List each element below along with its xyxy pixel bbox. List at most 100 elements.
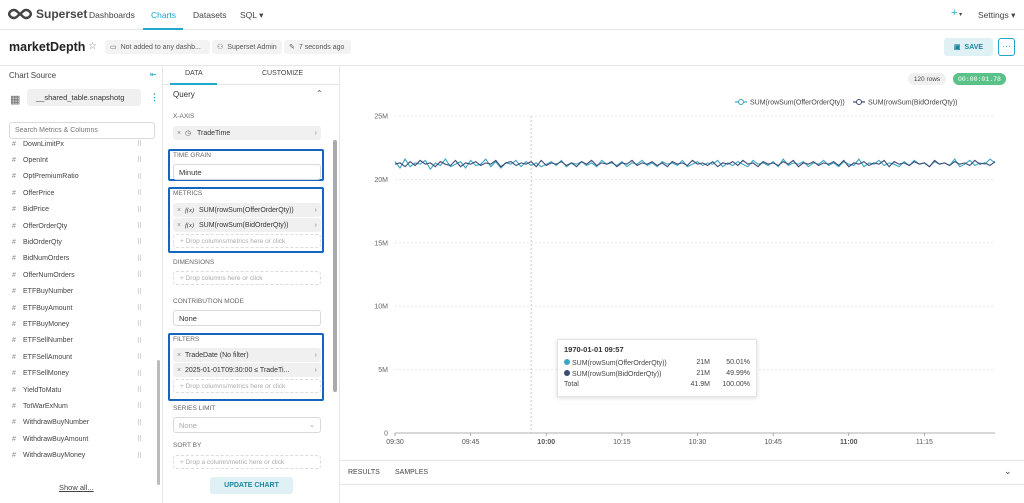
- left-scrollbar[interactable]: [157, 360, 160, 485]
- query-section-title[interactable]: Query: [173, 90, 195, 99]
- remove-icon[interactable]: ×: [176, 206, 182, 214]
- drag-handle-icon[interactable]: ⠿: [136, 190, 142, 198]
- more-options-button[interactable]: ···: [998, 38, 1015, 56]
- collapse-chevron-icon[interactable]: ⌃: [316, 89, 323, 98]
- plus-icon: +: [180, 237, 186, 245]
- drag-handle-icon[interactable]: ⠿: [136, 239, 142, 247]
- star-icon[interactable]: ☆: [88, 41, 97, 52]
- remove-icon[interactable]: ×: [176, 129, 182, 137]
- dataset-selector[interactable]: __shared_table.snapshotg: [27, 89, 141, 106]
- column-item[interactable]: # OpenInt ⠿: [9, 153, 144, 167]
- remove-icon[interactable]: ×: [176, 351, 182, 359]
- column-name: OpenInt: [23, 156, 48, 164]
- column-name: ETFSellAmount: [23, 353, 73, 361]
- user-icon: ⚇: [217, 44, 224, 51]
- superset-logo-icon: [8, 8, 32, 20]
- chevron-right-icon: ›: [314, 221, 317, 229]
- drag-handle-icon[interactable]: ⠿: [136, 305, 142, 312]
- column-item[interactable]: # TotWarExNum ⠿: [9, 399, 144, 413]
- sortby-dropzone[interactable]: + Drop a column/metric here or click: [173, 455, 321, 469]
- nav-sql[interactable]: SQL ▾: [240, 10, 264, 20]
- dashboards-pill[interactable]: ▭ Not added to any dashb...: [105, 40, 210, 54]
- column-item[interactable]: # ETFSellNumber ⠿: [9, 334, 144, 348]
- drag-handle-icon[interactable]: ⠿: [136, 387, 142, 394]
- tab-data[interactable]: DATA: [185, 70, 203, 77]
- column-item[interactable]: # WithdrawBuyAmount ⠿: [9, 432, 144, 446]
- drag-handle-icon[interactable]: ⠿: [136, 321, 142, 329]
- tooltip-title: 1970-01-01 09:57: [564, 345, 624, 354]
- drag-handle-icon[interactable]: ⠿: [136, 403, 142, 411]
- numeric-type-icon: #: [12, 288, 16, 296]
- filter-tradedate[interactable]: × TradeDate (No filter) ›: [173, 348, 321, 362]
- drag-handle-icon[interactable]: ⠿: [136, 157, 142, 165]
- drag-handle-icon[interactable]: ⠿: [136, 436, 142, 444]
- column-item[interactable]: # ETFBuyMoney ⠿: [9, 317, 144, 331]
- column-item[interactable]: # ETFBuyAmount ⠿: [9, 301, 144, 315]
- tab-results[interactable]: RESULTS: [348, 469, 380, 476]
- drag-handle-icon[interactable]: ⠿: [136, 255, 142, 263]
- drag-handle-icon[interactable]: ⠿: [136, 419, 142, 427]
- remove-icon[interactable]: ×: [176, 366, 182, 374]
- filter-tradetime[interactable]: × 2025-01-01T09:30:00 ≤ TradeTi... ›: [173, 363, 321, 377]
- collapse-panel-icon[interactable]: ⇤: [150, 70, 157, 79]
- column-item[interactable]: # YieldToMatu ⠿: [9, 383, 144, 397]
- column-item[interactable]: # OptPremiumRatio ⠿: [9, 170, 144, 184]
- xaxis-field[interactable]: × ◷ TradeTime ›: [173, 126, 321, 140]
- timegrain-select[interactable]: Minute: [173, 164, 321, 180]
- metrics-dropzone[interactable]: + Drop columns/metrics here or click: [173, 234, 321, 248]
- drag-handle-icon[interactable]: ⠿: [136, 206, 142, 214]
- filter-tradedate-label: TradeDate (No filter): [185, 351, 249, 359]
- column-item[interactable]: # WithdrawBuyNumber ⠿: [9, 416, 144, 430]
- column-item[interactable]: # ETFBuyNumber ⠿: [9, 285, 144, 299]
- drag-handle-icon[interactable]: ⠿: [136, 354, 142, 362]
- numeric-type-icon: #: [12, 419, 16, 427]
- chart-title[interactable]: marketDepth: [9, 40, 86, 54]
- column-item[interactable]: # WithdrawBuyMoney ⠿: [9, 449, 144, 463]
- column-item[interactable]: # ETFSellMoney ⠿: [9, 367, 144, 381]
- drag-handle-icon[interactable]: ⠿: [136, 337, 142, 345]
- column-item[interactable]: # BidOrderQty ⠿: [9, 235, 144, 249]
- superset-logo[interactable]: Superset: [8, 7, 87, 21]
- filters-dropzone[interactable]: + Drop columns/metrics here or click: [173, 379, 321, 393]
- settings-menu[interactable]: Settings ▾: [978, 10, 1016, 20]
- column-item[interactable]: # BidNumOrders ⠿: [9, 252, 144, 266]
- metrics-label: METRICS: [173, 190, 203, 197]
- column-item[interactable]: # OfferOrderQty ⠿: [9, 219, 144, 233]
- column-item[interactable]: # DownLimitPx ⠿: [9, 137, 144, 151]
- save-button[interactable]: ▣ SAVE: [944, 38, 993, 56]
- column-name: OfferNumOrders: [23, 271, 75, 279]
- column-name: OptPremiumRatio: [23, 173, 79, 181]
- column-name: WithdrawBuyNumber: [23, 419, 90, 427]
- top-navbar: Superset Dashboards Charts Datasets SQL …: [0, 0, 1024, 30]
- drag-handle-icon[interactable]: ⠿: [136, 272, 142, 280]
- tab-samples[interactable]: SAMPLES: [395, 469, 429, 476]
- nav-dashboards[interactable]: Dashboards: [89, 10, 135, 20]
- show-all-link[interactable]: Show all...: [59, 483, 94, 492]
- dataset-menu-icon[interactable]: ⋮: [150, 92, 159, 102]
- drag-handle-icon[interactable]: ⠿: [136, 452, 142, 460]
- drag-handle-icon[interactable]: ⠿: [136, 370, 142, 378]
- metric-bid[interactable]: × f(x) SUM(rowSum(BidOrderQty)) ›: [173, 218, 321, 232]
- drag-handle-icon[interactable]: ⠿: [136, 223, 142, 230]
- remove-icon[interactable]: ×: [176, 221, 182, 229]
- tab-customize[interactable]: CUSTOMIZE: [262, 70, 304, 77]
- controls-scrollbar[interactable]: [333, 140, 337, 392]
- plus-menu-icon[interactable]: + ▾: [951, 7, 963, 19]
- column-item[interactable]: # OfferNumOrders ⠿: [9, 268, 144, 282]
- drag-handle-icon[interactable]: ⠿: [136, 173, 142, 181]
- series-limit-select[interactable]: None ⌄: [173, 417, 321, 433]
- metric-offer[interactable]: × f(x) SUM(rowSum(OfferOrderQty)) ›: [173, 203, 321, 217]
- column-item[interactable]: # OfferPrice ⠿: [9, 186, 144, 200]
- contribution-select[interactable]: None: [173, 310, 321, 326]
- column-item[interactable]: # ETFSellAmount ⠿: [9, 350, 144, 364]
- nav-datasets[interactable]: Datasets: [193, 10, 227, 20]
- expand-results-chevron-icon[interactable]: ⌄: [1004, 466, 1012, 476]
- nav-charts[interactable]: Charts: [151, 10, 177, 20]
- update-chart-button[interactable]: UPDATE CHART: [210, 477, 293, 494]
- drag-handle-icon[interactable]: ⠿: [136, 141, 142, 148]
- drag-handle-icon[interactable]: ⠿: [136, 288, 142, 296]
- search-columns-input[interactable]: [9, 122, 155, 139]
- dimensions-dropzone[interactable]: + Drop columns here or click: [173, 271, 321, 285]
- numeric-type-icon: #: [12, 206, 16, 214]
- column-item[interactable]: # BidPrice ⠿: [9, 203, 144, 217]
